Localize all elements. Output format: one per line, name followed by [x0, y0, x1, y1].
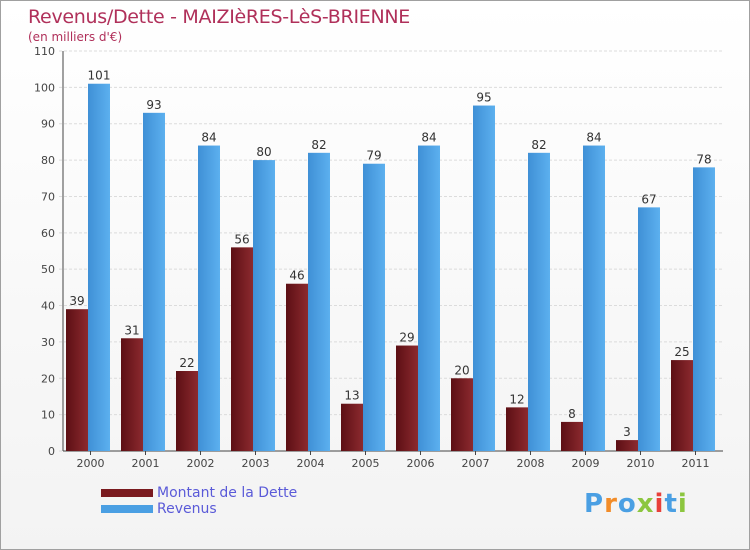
y-tick-label: 30: [41, 336, 55, 349]
y-tick-label: 50: [41, 263, 55, 276]
data-label-dette: 29: [399, 331, 414, 345]
bar-revenus: [583, 145, 605, 451]
x-tick-label: 2011: [682, 457, 710, 470]
x-tick-label: 2002: [187, 457, 215, 470]
bar-revenus: [693, 167, 715, 451]
legend-swatch-dette: [101, 489, 153, 497]
legend-swatch-revenus: [101, 505, 153, 513]
bar-dette: [506, 407, 528, 451]
bar-dette: [451, 378, 473, 451]
data-label-revenus: 84: [421, 131, 436, 145]
logo-letter: P: [584, 489, 605, 519]
y-tick-label: 90: [41, 118, 55, 131]
bar-dette: [66, 309, 88, 451]
bar-revenus: [363, 163, 385, 451]
y-tick-label: 60: [41, 227, 55, 240]
x-tick-label: 2010: [627, 457, 655, 470]
x-tick-label: 2003: [242, 457, 270, 470]
data-label-dette: 39: [69, 294, 84, 308]
y-tick-label: 0: [48, 445, 55, 458]
data-label-dette: 8: [568, 407, 576, 421]
logo-letter: r: [604, 489, 618, 519]
y-tick-label: 40: [41, 300, 55, 313]
y-tick-label: 20: [41, 372, 55, 385]
bar-dette: [231, 247, 253, 451]
x-tick-label: 2004: [297, 457, 325, 470]
data-label-revenus: 82: [311, 138, 326, 152]
x-tick-label: 2009: [572, 457, 600, 470]
data-label-revenus: 79: [366, 149, 381, 163]
logo-letter: i: [677, 489, 688, 519]
logo-letter: i: [654, 489, 665, 519]
data-label-dette: 25: [674, 345, 689, 359]
bar-dette: [396, 345, 418, 451]
data-label-dette: 46: [289, 269, 304, 283]
y-tick-label: 80: [41, 154, 55, 167]
bar-revenus: [528, 152, 550, 451]
bar-revenus: [198, 145, 220, 451]
bar-revenus: [473, 105, 495, 451]
bar-dette: [341, 403, 363, 451]
data-label-dette: 13: [344, 389, 359, 403]
bar-dette: [561, 421, 583, 451]
y-tick-label: 10: [41, 409, 55, 422]
bar-revenus: [143, 112, 165, 452]
y-tick-label: 110: [34, 45, 55, 58]
bar-dette: [671, 360, 693, 451]
bar-dette: [176, 371, 198, 451]
proxiti-logo: Proxiti: [584, 489, 688, 519]
data-label-dette: 31: [124, 323, 139, 337]
data-label-dette: 22: [179, 356, 194, 370]
data-label-revenus: 84: [201, 131, 216, 145]
logo-letter: o: [617, 489, 637, 519]
bar-dette: [616, 440, 638, 451]
x-tick-label: 2008: [517, 457, 545, 470]
logo-letter: x: [636, 489, 655, 519]
data-label-revenus: 78: [696, 152, 711, 166]
data-label-revenus: 67: [641, 192, 656, 206]
chart-subtitle: (en milliers d'€): [28, 30, 123, 44]
data-label-dette: 20: [454, 363, 469, 377]
bar-revenus: [253, 160, 275, 451]
data-label-revenus: 80: [256, 145, 271, 159]
bar-revenus: [88, 83, 110, 452]
data-label-dette: 3: [623, 425, 631, 439]
bar-revenus: [308, 152, 330, 451]
data-label-revenus: 95: [476, 91, 491, 105]
x-tick-label: 2005: [352, 457, 380, 470]
x-tick-label: 2000: [77, 457, 105, 470]
bar-revenus: [638, 207, 660, 451]
data-label-dette: 12: [509, 392, 524, 406]
legend: Montant de la Dette Revenus: [101, 485, 298, 518]
data-label-revenus: 93: [146, 98, 161, 112]
y-tick-label: 70: [41, 190, 55, 203]
bar-revenus: [418, 145, 440, 451]
data-label-revenus: 82: [531, 138, 546, 152]
data-label-revenus: 101: [88, 69, 111, 83]
logo-letter: t: [664, 489, 678, 519]
x-tick-label: 2007: [462, 457, 490, 470]
bar-dette: [286, 283, 308, 451]
bar-dette: [121, 338, 143, 451]
data-label-revenus: 84: [586, 131, 601, 145]
x-tick-label: 2006: [407, 457, 435, 470]
legend-label-revenus: Revenus: [157, 501, 217, 517]
legend-label-dette: Montant de la Dette: [157, 485, 298, 501]
legend-item-revenus: Revenus: [101, 501, 297, 517]
y-tick-label: 100: [34, 81, 55, 94]
legend-item-dette: Montant de la Dette: [101, 485, 298, 501]
x-tick-label: 2001: [132, 457, 160, 470]
chart-title: Revenus/Dette - MAIZIèRES-LèS-BRIENNE: [28, 6, 410, 28]
data-label-dette: 56: [234, 232, 249, 246]
